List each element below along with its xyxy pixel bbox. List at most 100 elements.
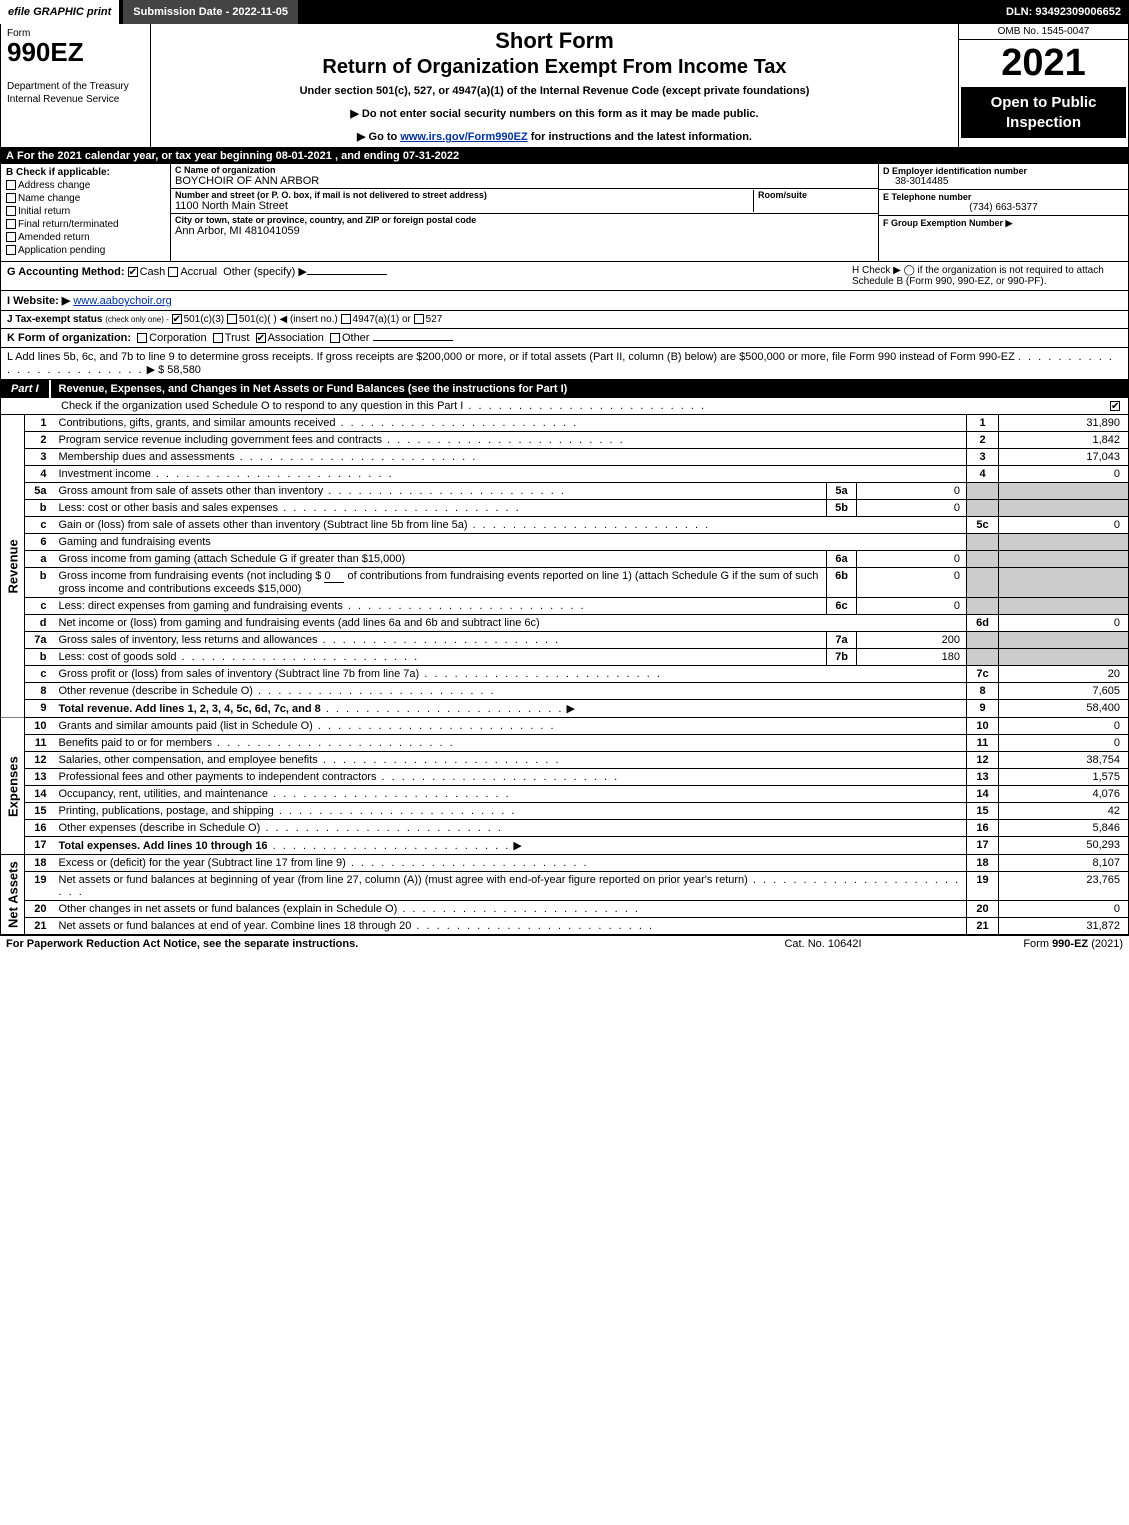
efile-print-label[interactable]: efile GRAPHIC print: [0, 0, 119, 24]
column-b: B Check if applicable: Address change Na…: [1, 164, 171, 261]
irs-link[interactable]: www.irs.gov/Form990EZ: [400, 131, 527, 143]
l11-desc: Benefits paid to or for members: [59, 737, 212, 749]
l6c-innum: 6c: [827, 598, 857, 615]
telephone-label: E Telephone number: [883, 192, 1124, 202]
k-other: Other: [342, 332, 370, 344]
cb-address-change[interactable]: Address change: [6, 180, 165, 191]
g-other-input[interactable]: [307, 274, 387, 275]
cb-501c3[interactable]: [172, 314, 182, 324]
cb-cash[interactable]: [128, 267, 138, 277]
part-1-sub-text: Check if the organization used Schedule …: [61, 400, 463, 412]
cb-corporation[interactable]: [137, 333, 147, 343]
l7b-innum: 7b: [827, 649, 857, 666]
part-1-no: Part I: [1, 380, 51, 398]
l17-rnum: 17: [967, 837, 999, 855]
l6b-innum: 6b: [827, 568, 857, 598]
part-1-sub: Check if the organization used Schedule …: [0, 398, 1129, 415]
city-value: Ann Arbor, MI 481041059: [175, 225, 874, 237]
cb-4947[interactable]: [341, 314, 351, 324]
j-opt2: 501(c)( ) ◀ (insert no.): [239, 314, 338, 325]
cb-final-return[interactable]: Final return/terminated: [6, 219, 165, 230]
shade: [999, 483, 1129, 500]
l21-rnum: 21: [967, 918, 999, 935]
l6d-val: 0: [999, 615, 1129, 632]
l3-num: 3: [25, 449, 55, 466]
l10-rnum: 10: [967, 718, 999, 735]
title-return: Return of Organization Exempt From Incom…: [159, 56, 950, 79]
subtitle: Under section 501(c), 527, or 4947(a)(1)…: [159, 85, 950, 97]
note-link-pre: ▶ Go to: [357, 131, 400, 143]
l7c-val: 20: [999, 666, 1129, 683]
cb-name-change[interactable]: Name change: [6, 193, 165, 204]
l7a-innum: 7a: [827, 632, 857, 649]
shade: [999, 632, 1129, 649]
city-row: City or town, state or province, country…: [171, 214, 878, 238]
shade: [967, 632, 999, 649]
l12-rnum: 12: [967, 752, 999, 769]
l20-desc: Other changes in net assets or fund bala…: [59, 903, 398, 915]
l15-num: 15: [25, 803, 55, 820]
part-1-table: Revenue 1 Contributions, gifts, grants, …: [0, 415, 1129, 935]
j-opt1: 501(c)(3): [184, 314, 225, 325]
shade: [999, 598, 1129, 615]
k-other-input[interactable]: [373, 340, 453, 341]
l7b-num: b: [25, 649, 55, 666]
street-value: 1100 North Main Street: [175, 200, 749, 212]
cb-trust[interactable]: [213, 333, 223, 343]
l14-val: 4,076: [999, 786, 1129, 803]
l20-rnum: 20: [967, 901, 999, 918]
footer-right: Form 990-EZ (2021): [923, 938, 1123, 950]
submission-date: Submission Date - 2022-11-05: [123, 0, 298, 24]
l4-rnum: 4: [967, 466, 999, 483]
l2-desc: Program service revenue including govern…: [59, 434, 382, 446]
cb-schedule-o[interactable]: [1110, 401, 1120, 411]
note-link: ▶ Go to www.irs.gov/Form990EZ for instru…: [159, 130, 950, 143]
h-check: H Check ▶ ◯ if the organization is not r…: [852, 265, 1122, 287]
b-heading: B Check if applicable:: [6, 167, 165, 178]
l5a-num: 5a: [25, 483, 55, 500]
page-footer: For Paperwork Reduction Act Notice, see …: [0, 935, 1129, 952]
k-trust: Trust: [225, 332, 250, 344]
line-7a: 7a Gross sales of inventory, less return…: [1, 632, 1129, 649]
l19-desc: Net assets or fund balances at beginning…: [59, 874, 748, 886]
line-1: Revenue 1 Contributions, gifts, grants, …: [1, 415, 1129, 432]
cb-application-pending[interactable]: Application pending: [6, 245, 165, 256]
room-label: Room/suite: [758, 190, 874, 200]
l20-val: 0: [999, 901, 1129, 918]
cb-accrual[interactable]: [168, 267, 178, 277]
cb-527[interactable]: [414, 314, 424, 324]
l7a-inval: 200: [857, 632, 967, 649]
l19-rnum: 19: [967, 872, 999, 901]
line-19: 19 Net assets or fund balances at beginn…: [1, 872, 1129, 901]
cb-initial-return[interactable]: Initial return: [6, 206, 165, 217]
l7b-inval: 180: [857, 649, 967, 666]
l6b-inval: 0: [857, 568, 967, 598]
section-a-text: For the 2021 calendar year, or tax year …: [17, 150, 276, 162]
dots: [463, 400, 706, 412]
footer-right-post: (2021): [1088, 938, 1123, 950]
l6d-desc: Net income or (loss) from gaming and fun…: [59, 617, 540, 629]
netassets-side-label: Net Assets: [1, 855, 25, 935]
section-a-mid: , and ending: [335, 150, 403, 162]
l5b-inval: 0: [857, 500, 967, 517]
line-20: 20 Other changes in net assets or fund b…: [1, 901, 1129, 918]
group-exemption-row: F Group Exemption Number ▶: [879, 216, 1128, 231]
l7a-desc: Gross sales of inventory, less returns a…: [59, 634, 318, 646]
l18-num: 18: [25, 855, 55, 872]
form-header: Form 990EZ Department of the Treasury In…: [0, 24, 1129, 148]
cb-amended-return[interactable]: Amended return: [6, 232, 165, 243]
city-label: City or town, state or province, country…: [175, 215, 874, 225]
org-name-label: C Name of organization: [175, 165, 874, 175]
cb-association[interactable]: [256, 333, 266, 343]
g-accrual: Accrual: [180, 266, 217, 278]
website-link[interactable]: www.aaboychoir.org: [73, 295, 171, 307]
expenses-side-label: Expenses: [1, 718, 25, 855]
tax-year: 2021: [959, 40, 1128, 85]
g-cash: Cash: [140, 266, 166, 278]
tax-year-end: 07-31-2022: [403, 150, 459, 162]
l6b-num: b: [25, 568, 55, 598]
cb-501c[interactable]: [227, 314, 237, 324]
l2-rnum: 2: [967, 432, 999, 449]
line-4: 4 Investment income 4 0: [1, 466, 1129, 483]
cb-other[interactable]: [330, 333, 340, 343]
